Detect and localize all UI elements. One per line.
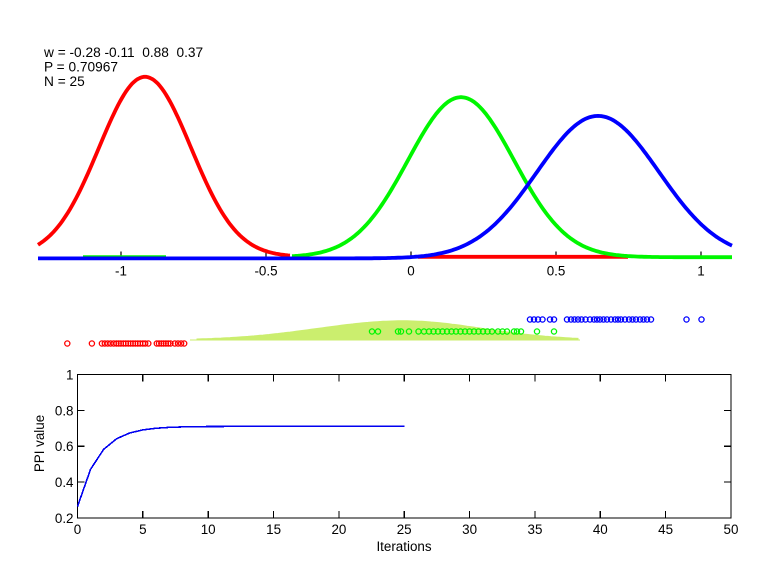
svg-text:P = 0.70967: P = 0.70967 (44, 59, 118, 74)
svg-text:0.6: 0.6 (55, 439, 74, 454)
svg-text:-1: -1 (115, 264, 127, 279)
svg-text:w = -0.28 -0.11 0.88 0.37: w = -0.28 -0.11 0.88 0.37 (43, 45, 203, 60)
svg-text:Iterations: Iterations (376, 539, 431, 554)
svg-text:45: 45 (658, 522, 673, 537)
svg-text:35: 35 (528, 522, 543, 537)
svg-text:0: 0 (407, 264, 414, 279)
svg-text:15: 15 (266, 522, 281, 537)
svg-text:20: 20 (331, 522, 346, 537)
svg-text:50: 50 (724, 522, 739, 537)
svg-text:-0.5: -0.5 (254, 264, 277, 279)
svg-text:1: 1 (66, 368, 73, 383)
svg-text:40: 40 (593, 522, 608, 537)
svg-text:0: 0 (74, 522, 81, 537)
svg-text:1: 1 (697, 264, 704, 279)
svg-text:N = 25: N = 25 (44, 74, 85, 89)
svg-text:30: 30 (462, 522, 477, 537)
svg-text:0.2: 0.2 (55, 511, 74, 526)
svg-text:5: 5 (139, 522, 146, 537)
svg-text:0.8: 0.8 (55, 403, 74, 418)
svg-text:0.4: 0.4 (55, 475, 74, 490)
svg-text:10: 10 (201, 522, 216, 537)
svg-text:PPI value: PPI value (32, 415, 47, 472)
svg-text:25: 25 (397, 522, 412, 537)
svg-text:0.5: 0.5 (547, 264, 566, 279)
